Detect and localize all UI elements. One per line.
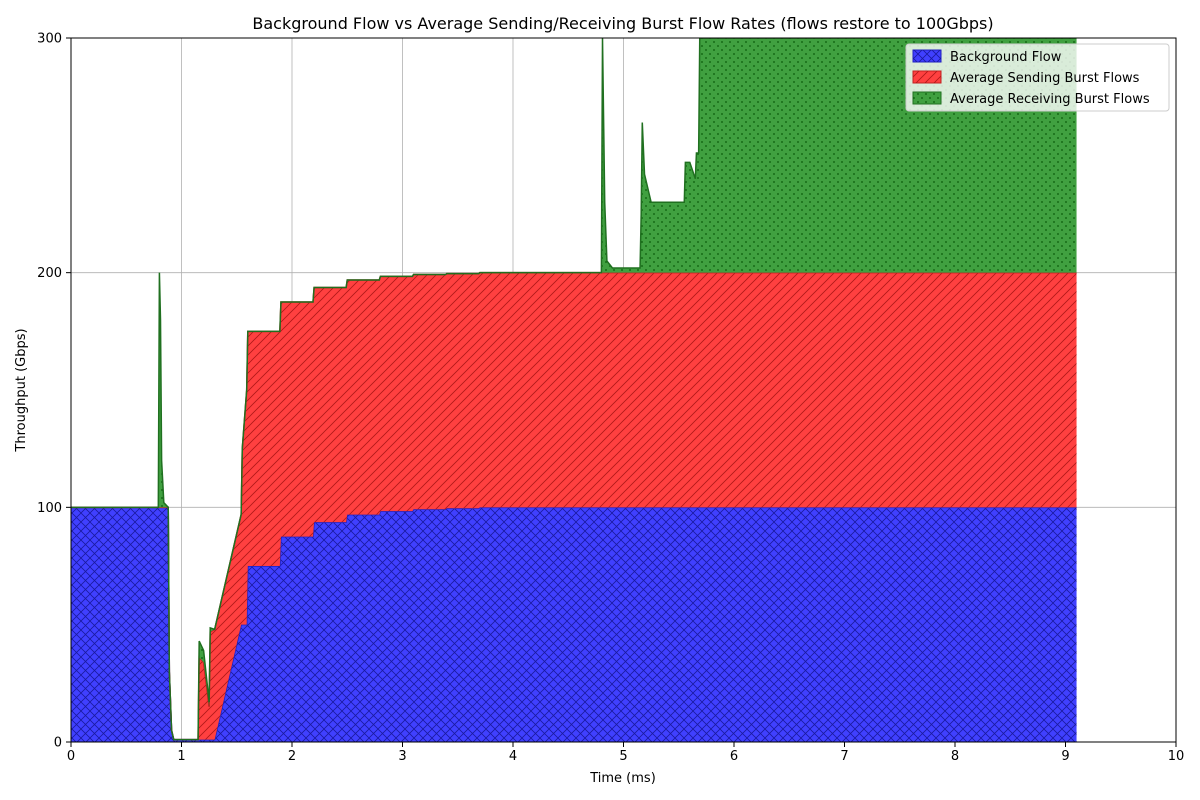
legend-entry-sending-burst: Average Sending Burst Flows [912, 70, 1140, 86]
x-tick-label: 9 [1061, 749, 1069, 764]
x-axis-ticks: 0 1 2 3 4 5 6 7 8 9 10 [67, 742, 1184, 764]
legend-entry-background-flow: Background Flow [912, 49, 1062, 65]
x-tick-label: 10 [1168, 749, 1185, 764]
area-pattern-average-receiving-burst-flows [71, 38, 1077, 740]
area-outline-average-receiving-burst-flows [71, 38, 1077, 741]
y-tick-label: 300 [37, 32, 62, 47]
y-axis-ticks: 0 100 200 300 [37, 32, 71, 751]
stacked-areas [71, 38, 1077, 742]
x-tick-label: 1 [177, 749, 185, 764]
x-tick-label: 5 [619, 749, 627, 764]
legend-box [905, 43, 1170, 112]
legend-label-receiving-burst: Average Receiving Burst Flows [950, 92, 1150, 107]
y-axis-label: Throughput (Gbps) [14, 328, 29, 452]
legend-label-background-flow: Background Flow [950, 50, 1062, 65]
x-tick-label: 2 [288, 749, 296, 764]
y-tick-label: 0 [54, 736, 62, 751]
x-tick-label: 7 [840, 749, 848, 764]
area-pattern-average-sending-burst-flows [71, 272, 1077, 740]
y-tick-label: 200 [37, 266, 62, 281]
x-tick-label: 8 [951, 749, 959, 764]
x-tick-label: 0 [67, 749, 75, 764]
y-tick-label: 100 [37, 501, 62, 516]
x-tick-label: 4 [509, 749, 517, 764]
x-tick-label: 3 [398, 749, 406, 764]
x-tick-label: 6 [730, 749, 738, 764]
x-axis-label: Time (ms) [589, 771, 656, 786]
area-pattern-background-flow [71, 507, 1077, 742]
chart-title: Background Flow vs Average Sending/Recei… [252, 14, 993, 33]
legend: Background Flow Average Sending Burst Fl… [905, 43, 1170, 112]
legend-label-sending-burst: Average Sending Burst Flows [950, 71, 1140, 86]
legend-entry-receiving-burst: Average Receiving Burst Flows [912, 91, 1150, 107]
